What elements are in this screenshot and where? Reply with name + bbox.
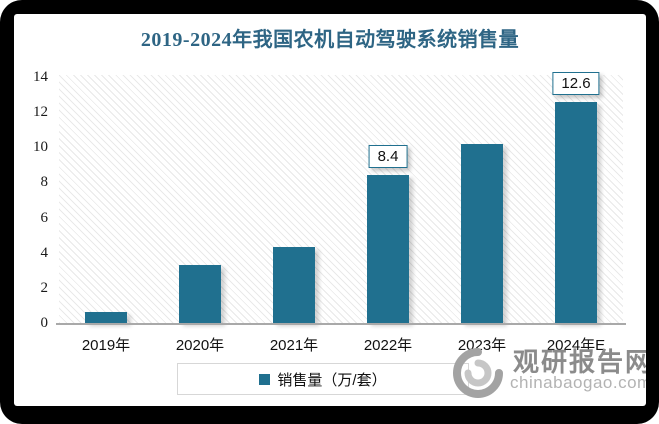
bar-2021年 bbox=[273, 247, 315, 323]
y-tick-label: 6 bbox=[40, 209, 49, 226]
watermark-brand: 观研报告网 bbox=[513, 347, 646, 377]
x-axis-label: 2020年 bbox=[175, 337, 225, 354]
watermark-logo-icon bbox=[453, 348, 503, 398]
watermark: 观研报告网 chinabaogao.com bbox=[449, 342, 646, 402]
x-axis: 2019年 2020年 2021年 2022年 2023年 2024年E bbox=[59, 334, 623, 354]
x-axis-line bbox=[56, 323, 626, 325]
y-tick-label: 14 bbox=[33, 69, 48, 85]
x-axis-label: 2022年 bbox=[363, 337, 413, 354]
y-tick-label: 8 bbox=[40, 174, 49, 191]
y-tick-label: 4 bbox=[40, 244, 49, 261]
x-axis-label: 2024年E bbox=[546, 337, 606, 354]
bar-2024年E bbox=[555, 101, 597, 323]
legend: 销售量（万/套） bbox=[177, 363, 469, 395]
data-label: 8.4 bbox=[368, 145, 408, 169]
bar-2020年 bbox=[179, 265, 221, 323]
data-label: 12.6 bbox=[552, 71, 600, 95]
x-axis-label: 2021年 bbox=[269, 337, 319, 354]
y-tick-label: 12 bbox=[33, 104, 48, 121]
y-axis: 0 2 4 6 8 10 12 14 bbox=[14, 69, 49, 331]
bar-2023年 bbox=[461, 143, 503, 323]
chart-canvas: 2019-2024年我国农机自动驾驶系统销售量 0 2 4 6 8 10 12 14 8.4 1… bbox=[14, 14, 646, 406]
chart-title: 2019-2024年我国农机自动驾驶系统销售量 bbox=[140, 29, 520, 51]
y-tick-label: 2 bbox=[40, 279, 49, 296]
bar-2022年 bbox=[367, 175, 409, 323]
bars-layer: 8.4 12.6 bbox=[59, 71, 623, 323]
y-tick-label: 10 bbox=[33, 139, 48, 156]
plot-background bbox=[59, 75, 623, 323]
y-tick-label: 0 bbox=[40, 315, 49, 331]
legend-swatch-icon bbox=[259, 373, 271, 385]
legend-label: 销售量（万/套） bbox=[277, 371, 387, 389]
watermark-domain: chinabaogao.com bbox=[510, 373, 646, 392]
bar-2019年 bbox=[85, 312, 127, 323]
x-axis-label: 2019年 bbox=[81, 337, 131, 354]
